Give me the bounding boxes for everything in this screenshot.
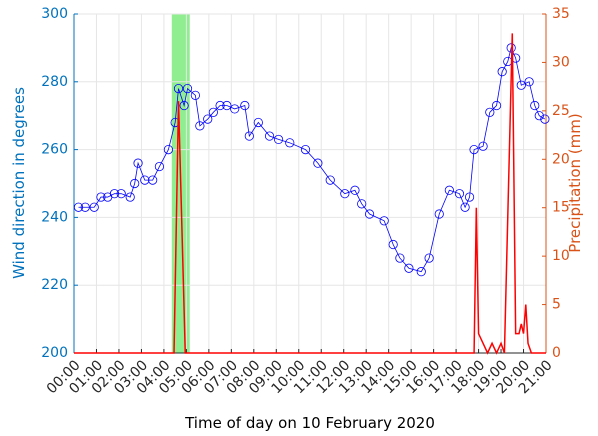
y2-tick-label: 5: [552, 297, 561, 313]
y-tick-label: 240: [41, 209, 68, 225]
data-point: [350, 185, 360, 195]
data-point: [395, 253, 405, 263]
data-point: [460, 202, 470, 212]
data-point: [464, 192, 475, 202]
y-tick-label: 280: [41, 74, 68, 90]
data-point: [133, 158, 143, 168]
y2-tick-label: 35: [552, 6, 570, 22]
data-point: [300, 145, 311, 155]
data-point: [125, 192, 135, 202]
data-point: [454, 189, 465, 199]
data-point: [244, 131, 254, 141]
data-point: [173, 83, 184, 94]
data-point: [222, 100, 232, 111]
data-point: [273, 134, 284, 145]
data-point: [530, 100, 540, 111]
y2-tick-label: 15: [552, 200, 570, 216]
data-point: [434, 209, 444, 219]
y2-tick-label: 0: [552, 345, 561, 361]
data-point: [478, 141, 488, 151]
data-point: [285, 138, 295, 148]
data-point: [208, 107, 218, 117]
data-point: [485, 107, 495, 117]
data-point: [364, 209, 375, 219]
data-point: [215, 100, 225, 111]
data-point: [89, 202, 99, 212]
data-point: [340, 189, 350, 199]
y2-axis-label: Precipitation (mm): [566, 113, 584, 252]
data-point: [388, 239, 398, 250]
data-point: [313, 158, 323, 168]
data-point: [109, 189, 120, 199]
data-point: [469, 145, 479, 155]
y2-tick-label: 10: [552, 248, 570, 264]
y2-tick-label: 20: [552, 151, 570, 167]
data-point: [230, 104, 240, 114]
data-point: [516, 80, 526, 90]
data-point: [491, 100, 502, 111]
data-point: [524, 77, 534, 87]
series-line: [78, 46, 546, 273]
data-point: [404, 263, 414, 273]
data-point: [182, 83, 193, 94]
y2-tick-label: 25: [552, 103, 570, 119]
data-point: [264, 131, 275, 141]
y2-tick-label: 30: [552, 54, 570, 70]
data-point: [163, 145, 173, 155]
data-point: [148, 175, 158, 185]
y-axis-label: Wind direction in degrees: [10, 87, 28, 279]
data-point: [379, 216, 389, 226]
data-point: [179, 100, 189, 111]
y-tick-label: 300: [41, 6, 68, 22]
data-point: [240, 100, 250, 111]
data-point: [497, 67, 507, 77]
data-point: [534, 111, 544, 121]
data-point: [73, 202, 84, 212]
data-point: [540, 114, 550, 124]
data-point: [96, 192, 106, 202]
y-tick-label: 260: [41, 142, 68, 158]
data-point: [130, 178, 140, 189]
data-point: [325, 175, 335, 185]
x-axis-label: Time of day on 10 February 2020: [184, 414, 435, 432]
series-line: [74, 33, 546, 355]
data-point: [424, 253, 434, 263]
y-tick-label: 200: [41, 345, 68, 361]
data-point: [195, 121, 205, 131]
data-point: [203, 114, 213, 124]
data-point: [253, 117, 263, 128]
data-point: [116, 189, 126, 199]
y-tick-label: 220: [41, 277, 68, 293]
data-point: [444, 185, 454, 195]
data-point: [416, 267, 426, 277]
data-point: [190, 90, 200, 100]
data-point: [140, 175, 150, 185]
data-point: [154, 161, 165, 172]
data-point: [357, 199, 367, 209]
data-point: [80, 202, 90, 212]
